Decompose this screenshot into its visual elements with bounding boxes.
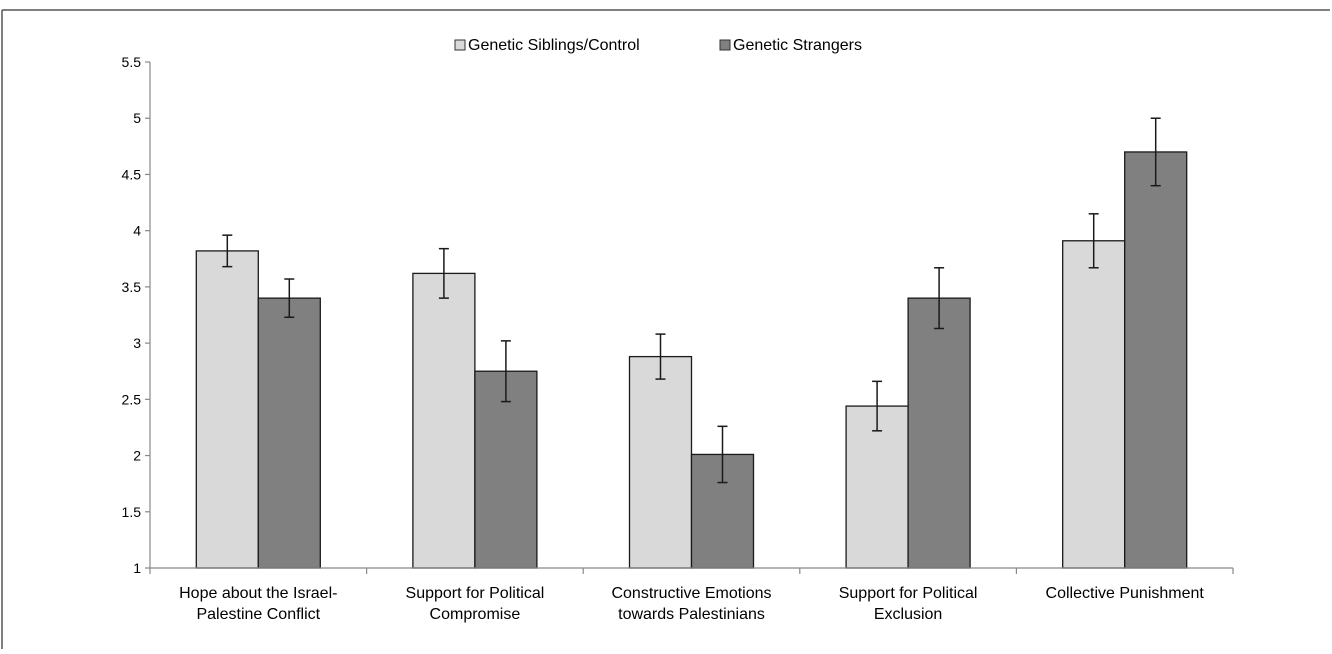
- error-bars: [222, 117, 1161, 484]
- x-category-label-line: Palestine Conflict: [196, 606, 320, 623]
- frame-lines: [1, 9, 1330, 649]
- bar-siblings-control: [1062, 240, 1126, 569]
- bar-strangers: [257, 297, 321, 569]
- bar-strangers: [474, 370, 538, 569]
- x-category-label-line: Constructive Emotions: [611, 585, 771, 602]
- bar-siblings-control: [412, 272, 476, 569]
- x-category-label: Support for Political Compromise: [406, 585, 545, 623]
- y-tick-label: 3.5: [122, 279, 142, 295]
- y-tick-label: 2: [133, 448, 141, 464]
- y-tick-label: 5: [133, 110, 141, 126]
- y-tick-label: 3: [133, 335, 141, 351]
- y-tick-label: 4: [133, 223, 141, 239]
- bar-siblings-control: [845, 405, 909, 569]
- x-category-label: Constructive Emotions towards Palestinian…: [611, 585, 771, 623]
- y-tick-label: 4.5: [122, 166, 142, 182]
- x-category-label: Collective Punishment: [1046, 585, 1205, 602]
- bar-strangers: [1124, 151, 1188, 569]
- legend: Genetic Siblings/Control Genetic Stranger…: [454, 37, 862, 54]
- x-category-label-line: Exclusion: [874, 606, 942, 623]
- bar-siblings-control: [195, 250, 259, 569]
- x-category-label-line: Support for Political: [406, 585, 545, 602]
- y-tick-label: 1: [133, 560, 141, 576]
- y-tick-label: 1.5: [122, 504, 142, 520]
- legend-label-strangers: Genetic Strangers: [733, 37, 862, 54]
- bar-siblings-control: [628, 355, 693, 569]
- x-category-label-line: Compromise: [430, 606, 521, 623]
- legend-label-siblings-control: Genetic Siblings/Control: [468, 37, 640, 54]
- x-category-label-line: Hope about the Israel-: [179, 585, 337, 602]
- legend-swatch-strangers: [719, 39, 731, 51]
- y-axis: 1 1.5 2 2.5 3 3.5 4 4.5 5 5.5: [122, 54, 151, 576]
- legend-swatch-siblings-control: [454, 39, 466, 51]
- x-category-label: Hope about the Israel- Palestine Conflict: [179, 585, 337, 623]
- x-axis: Hope about the Israel- Palestine Conflict…: [149, 567, 1234, 623]
- bars: [195, 151, 1188, 569]
- x-category-label: Support for Political Exclusion: [839, 585, 978, 623]
- x-category-label-line: towards Palestinians: [618, 606, 765, 623]
- y-tick-label: 5.5: [122, 54, 142, 70]
- x-category-label-line: Collective Punishment: [1046, 585, 1205, 602]
- y-tick-label: 2.5: [122, 391, 142, 407]
- bar-strangers: [907, 297, 971, 569]
- x-category-label-line: Support for Political: [839, 585, 978, 602]
